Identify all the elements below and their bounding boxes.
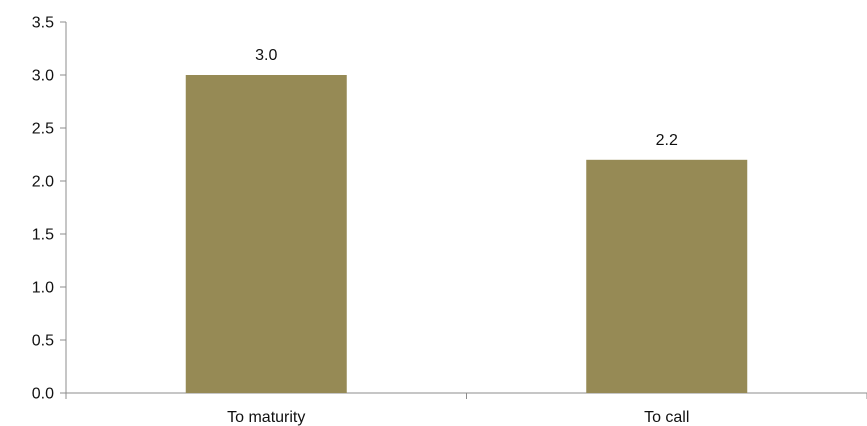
y-tick-label: 1.5 — [32, 227, 54, 244]
bars — [185, 75, 748, 393]
bar — [586, 159, 748, 393]
data-label: 3.0 — [255, 47, 277, 64]
y-tick-label: 0.5 — [32, 333, 54, 350]
data-label: 2.2 — [656, 132, 678, 149]
category-label: To maturity — [227, 409, 305, 426]
labels: 0.0 0.5 1.0 1.5 2.0 2.5 3.0 3.5 3.0 To maturity 2.… — [32, 15, 690, 426]
y-tick-label: 1.0 — [32, 280, 54, 297]
y-tick-label: 2.5 — [32, 121, 54, 138]
y-tick-label: 3.0 — [32, 68, 54, 85]
y-tick-label: 2.0 — [32, 174, 54, 191]
category-label: To call — [644, 409, 689, 426]
y-tick-label: 0.0 — [32, 386, 54, 403]
bar — [185, 75, 347, 393]
y-tick-label: 3.5 — [32, 15, 54, 32]
